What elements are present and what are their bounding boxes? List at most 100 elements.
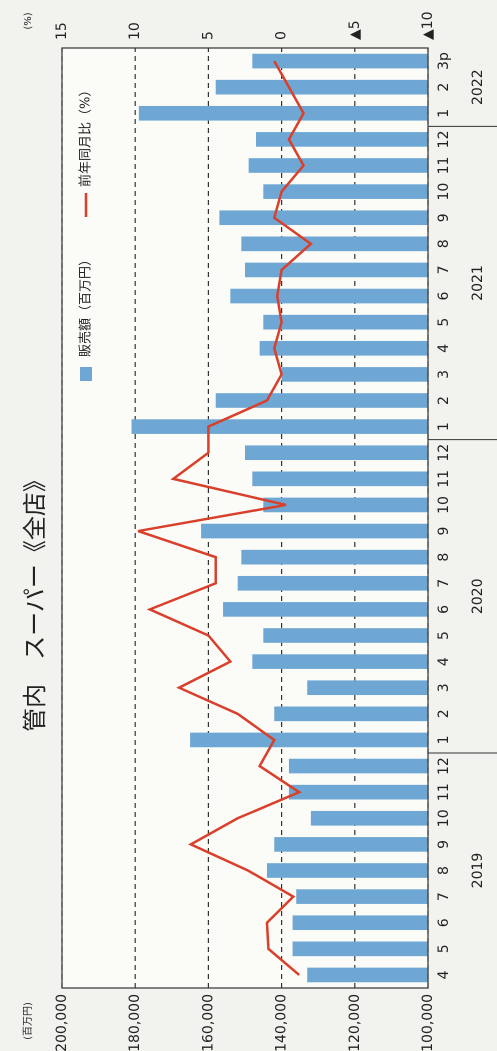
x-tick-label: 6	[436, 605, 452, 614]
y-tick-label: 160,000	[200, 994, 216, 1051]
x-tick-label: 4	[436, 344, 452, 353]
x-tick-label: 11	[436, 783, 452, 801]
bar	[263, 497, 428, 513]
bar	[241, 549, 428, 565]
x-tick-label: 12	[436, 130, 452, 148]
x-tick-label: 11	[436, 470, 452, 488]
bar	[292, 915, 428, 931]
x-tick-label: 9	[436, 213, 452, 222]
year-label: 2021	[470, 265, 486, 301]
bar	[266, 863, 428, 878]
x-tick-label: 6	[436, 292, 452, 301]
y2-tick-label: 15	[54, 22, 70, 40]
x-tick-label: 5	[436, 318, 452, 327]
x-tick-label: 3	[436, 683, 452, 692]
legend-label: 前年同月比（%）	[78, 84, 94, 187]
bar	[190, 732, 428, 748]
bar	[307, 967, 428, 983]
bar	[245, 445, 428, 461]
x-tick-label: 10	[436, 496, 452, 514]
y2-tick-label: 5	[200, 31, 216, 40]
y-tick-label: 120,000	[347, 994, 363, 1051]
plot-area	[62, 48, 428, 988]
x-tick-label: 5	[436, 944, 452, 953]
x-tick-label: 12	[436, 444, 452, 462]
plot-frame	[61, 47, 429, 989]
x-tick-label: 9	[436, 527, 452, 536]
x-tick-label: 8	[436, 553, 452, 562]
x-tick-label: 9	[436, 840, 452, 849]
x-tick-label: 3p	[436, 52, 452, 70]
y2-tick-label: 0	[274, 31, 290, 40]
bar	[215, 79, 428, 95]
bar	[245, 262, 428, 278]
y2-tick-label: ▲5	[347, 20, 363, 40]
x-tick-label: 6	[436, 918, 452, 927]
x-tick-label: 1	[436, 735, 452, 744]
x-tick-label: 4	[436, 657, 452, 666]
bar	[259, 340, 429, 356]
x-tick-label: 12	[436, 757, 452, 775]
year-label: 2020	[470, 579, 486, 615]
x-tick-label: 1	[436, 422, 452, 431]
bar	[274, 706, 428, 722]
x-tick-label: 1	[436, 109, 452, 118]
bar	[310, 810, 429, 826]
x-tick-label: 5	[436, 631, 452, 640]
x-tick-label: 3	[436, 370, 452, 379]
x-tick-label: 8	[436, 866, 452, 875]
x-tick-label: 10	[436, 809, 452, 827]
bar	[138, 105, 429, 121]
y-tick-label: 200,000	[54, 994, 70, 1051]
bar	[201, 523, 428, 539]
bar	[292, 941, 428, 957]
bar	[230, 288, 428, 304]
bar	[263, 184, 428, 199]
y2-tick-label: ▲10	[420, 11, 436, 40]
bar	[252, 471, 428, 487]
y-unit: (百万円)	[22, 1002, 34, 1040]
rotated-chart: 管内 スーパー《全店》 (百万円) (%) 100,000 120,000 140,…	[21, 11, 497, 1051]
y-tick-label: 100,000	[420, 994, 436, 1051]
line	[137, 60, 313, 976]
chart-title: 管内 スーパー《全店》	[21, 468, 49, 732]
y-tick-label: 140,000	[274, 994, 290, 1051]
bar	[274, 837, 428, 852]
x-tick-label: 2	[436, 396, 452, 405]
bar	[237, 575, 428, 591]
y2-tick-label: 10	[127, 22, 143, 40]
y2-unit: (%)	[23, 12, 34, 29]
bar	[241, 236, 428, 252]
bar	[131, 419, 428, 434]
bar	[248, 158, 428, 173]
x-tick-label: 7	[436, 892, 452, 901]
bar	[288, 758, 429, 774]
x-tick-label: 4	[436, 970, 452, 979]
bar	[255, 132, 428, 147]
bar	[288, 784, 429, 800]
bar	[252, 53, 428, 69]
bar	[252, 654, 428, 669]
bar	[223, 602, 428, 617]
x-tick-label: 10	[436, 183, 452, 201]
bar	[263, 628, 428, 643]
bar	[296, 889, 428, 904]
y-tick-label: 180,000	[127, 994, 143, 1051]
x-tick-label: 8	[436, 239, 452, 248]
bar	[281, 367, 428, 382]
legend-label: 販売額（百万円）	[78, 253, 94, 357]
x-tick-label: 2	[436, 83, 452, 92]
bar	[219, 210, 428, 226]
legend-swatch	[80, 367, 92, 381]
year-label: 2019	[470, 853, 486, 889]
x-tick-label: 11	[436, 157, 452, 175]
x-tick-label: 2	[436, 709, 452, 718]
bar	[215, 393, 428, 408]
x-tick-label: 7	[436, 265, 452, 274]
x-tick-label: 7	[436, 579, 452, 588]
bar	[307, 680, 428, 696]
year-label: 2022	[470, 69, 486, 105]
bar	[263, 314, 428, 330]
